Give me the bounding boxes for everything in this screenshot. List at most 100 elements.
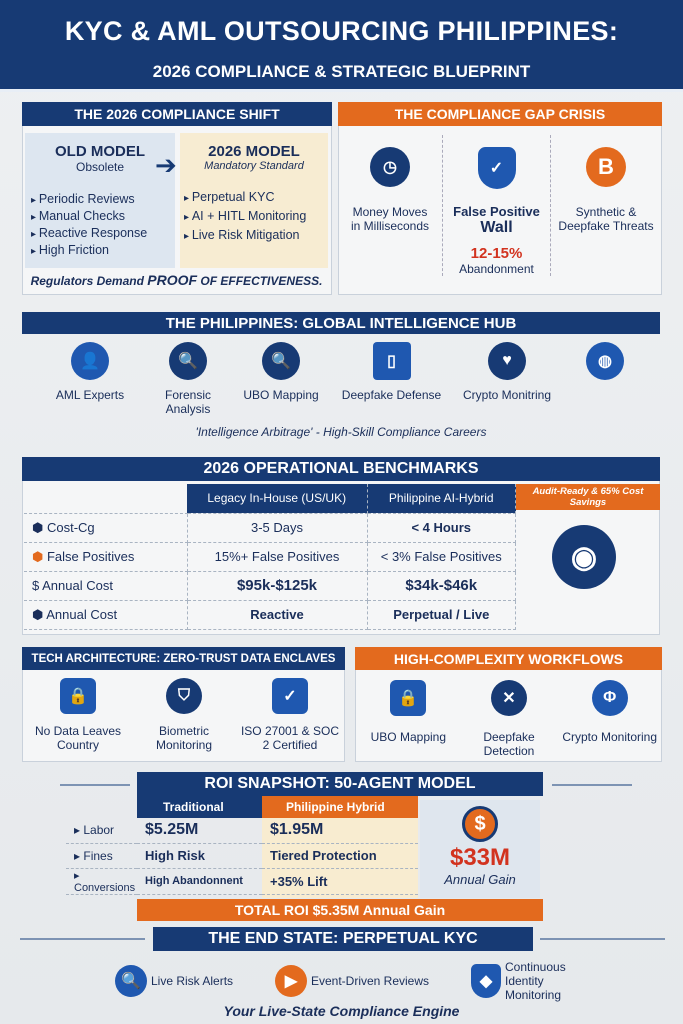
- identity-shield-icon: ◆: [470, 964, 501, 998]
- table-row: ▸ Labor $5.25M $1.95M: [66, 818, 418, 844]
- eye-icon: ◉: [552, 525, 616, 589]
- legacy-value: Reactive: [187, 600, 368, 630]
- new-model-column: 2026 MODEL Mandatory Standard Perpetual …: [180, 133, 328, 268]
- col-header: Legacy In-House (US/UK): [187, 484, 368, 514]
- hub-label: Forensic Analysis: [164, 388, 211, 416]
- workflow-label: Deepfake Detection: [483, 730, 535, 758]
- new-item: Live Risk Mitigation: [184, 228, 328, 242]
- hub-item: ♥ Crypto Monitring: [457, 342, 557, 416]
- col-traditional: Traditional: [137, 796, 262, 818]
- magnifier-icon: 🔍: [262, 342, 300, 380]
- end-label: Live Risk Alerts: [151, 974, 234, 988]
- row-label-text: Cost-Cg: [46, 519, 95, 535]
- tech-items: 🔒 No Data Leaves Country ⛉ Biometric Monit…: [25, 678, 343, 752]
- heart-shield-icon: ♥: [488, 342, 526, 380]
- footer-text: OF EFFECTIVENESS.: [197, 274, 323, 288]
- end-item: 🔍 Live Risk Alerts: [115, 965, 233, 997]
- row-label: ⬢ Cost-Cg: [24, 513, 188, 543]
- person-icon: 👤: [71, 342, 109, 380]
- abandonment-stat: 12-15%: [470, 245, 523, 262]
- workflow-item: 🔒 UBO Mapping: [358, 680, 459, 758]
- hub-items: 👤 AML Experts 🔍 Forensic Analysis 🔍 UBO Map…: [40, 342, 640, 416]
- end-state-title: THE END STATE: PERPETUAL KYC: [153, 927, 533, 951]
- divider: [540, 938, 665, 940]
- ph-value: Tiered Protection: [262, 843, 418, 869]
- old-item: Manual Checks: [31, 209, 175, 223]
- old-model-column: OLD MODEL Obsolete Periodic Reviews Manu…: [25, 133, 175, 268]
- row-label: ⬢ Annual Cost: [24, 600, 188, 630]
- hub-label: Crypto Monitring: [462, 388, 552, 402]
- hub-label: AML Experts: [55, 388, 125, 402]
- header-band: [0, 0, 683, 92]
- old-item: Periodic Reviews: [31, 192, 175, 206]
- trad-value: High Abandonnent: [137, 868, 262, 895]
- roi-title: ROI SNAPSHOT: 50-AGENT MODEL: [137, 772, 543, 796]
- arrow-right-icon: ➔: [155, 150, 177, 180]
- hub-label: UBO Mapping: [243, 388, 319, 402]
- page-title: KYC & AML OUTSOURCING PHILIPPINES:: [64, 16, 619, 46]
- abandonment-label: Abandonment: [459, 262, 534, 276]
- dollar-icon: $: [462, 806, 498, 842]
- hub-item: 🔍 UBO Mapping: [236, 342, 326, 416]
- table-row: ▸ Fines High Risk Tiered Protection: [66, 843, 418, 869]
- workflow-item: ✕ Deepfake Detection: [459, 680, 560, 758]
- row-label-text: Annual Cost: [42, 578, 113, 593]
- ph-value: $34k-$46k: [367, 571, 516, 601]
- footer-emphasis: PROOF: [147, 272, 198, 288]
- clock-icon: ◷: [370, 147, 410, 187]
- gain-value: $33M: [449, 844, 511, 871]
- roi-label: Labor: [83, 823, 115, 838]
- old-item: Reactive Response: [31, 226, 175, 240]
- hub-item: 🔍 Forensic Analysis: [153, 342, 223, 416]
- end-tagline: Your Live-State Compliance Engine: [223, 1003, 460, 1019]
- shift-footer: Regulators Demand PROOF OF EFFECTIVENESS…: [25, 272, 328, 288]
- footer-text: Regulators Demand: [30, 274, 148, 288]
- magnifier-icon: 🔍: [169, 342, 207, 380]
- row-label: ⬢ False Positives: [24, 542, 188, 572]
- tech-item: 🔒 No Data Leaves Country: [25, 678, 131, 752]
- ph-value: < 4 Hours: [367, 513, 516, 543]
- new-item: Perpetual KYC: [184, 190, 328, 204]
- benchmarks-table: Legacy In-House (US/UK) Philippine AI-Hyb…: [24, 484, 516, 630]
- divider: [552, 784, 632, 786]
- old-model-title: OLD MODEL: [55, 143, 145, 160]
- compliance-shift-title: THE 2026 COMPLIANCE SHIFT: [22, 102, 332, 126]
- hub-label: Deepfake Defense: [341, 388, 442, 402]
- hub-tagline: 'Intelligence Arbitrage' - High-Skill Co…: [195, 425, 487, 439]
- table-row: ⬢ Annual Cost Reactive Perpetual / Live: [24, 600, 516, 630]
- gap-label: in Milliseconds: [350, 219, 430, 233]
- new-model-sub: Mandatory Standard: [204, 160, 304, 172]
- shield-check-icon: ✓: [477, 147, 516, 189]
- total-roi-bar: TOTAL ROI $5.35M Annual Gain: [137, 899, 543, 921]
- table-row: ⬢ Cost-Cg 3-5 Days < 4 Hours: [24, 513, 516, 543]
- end-label: Event-Driven Reviews: [310, 974, 430, 988]
- gain-label: Annual Gain: [444, 872, 516, 887]
- deepfake-icon: ✕: [491, 680, 527, 716]
- gap-crisis-panel: [338, 102, 662, 295]
- workflow-items: 🔒 UBO Mapping ✕ Deepfake Detection Φ Crypto…: [358, 680, 660, 758]
- new-model-title: 2026 MODEL: [208, 143, 300, 160]
- gap-label: Synthetic &: [575, 205, 637, 219]
- roi-label: Conversions: [74, 881, 136, 894]
- hub-item: ◍: [570, 342, 640, 416]
- gap-item: B Synthetic & Deepfake Threats: [551, 135, 661, 276]
- col-header: Philippine AI-Hybrid: [367, 484, 516, 514]
- legacy-value: $95k-$125k: [187, 571, 368, 601]
- col-hybrid: Philippine Hybrid: [262, 796, 418, 818]
- shield-icon: ⛉: [166, 678, 202, 714]
- table-row: $ Annual Cost $95k-$125k $34k-$46k: [24, 571, 516, 601]
- gap-label: Deepfake Threats: [558, 219, 654, 233]
- tech-label: No Data Leaves Country: [34, 724, 122, 752]
- tech-item: ✓ ISO 27001 & SOC 2 Certified: [237, 678, 343, 752]
- hub-title: THE PHILIPPINES: GLOBAL INTELLIGENCE HUB: [22, 312, 660, 334]
- legacy-value: 15%+ False Positives: [187, 542, 368, 572]
- hub-item: ▯ Deepfake Defense: [339, 342, 444, 416]
- workflow-label: Crypto Monitoring: [562, 730, 658, 744]
- end-items: 🔍 Live Risk Alerts ▶ Event-Driven Reviews …: [115, 960, 595, 1002]
- lock-shield-icon: 🔒: [60, 678, 96, 714]
- gap-item: ◷ Money Moves in Milliseconds: [338, 135, 443, 276]
- tech-label: ISO 27001 & SOC 2 Certified: [240, 724, 340, 752]
- workflow-item: Φ Crypto Monitoring: [559, 680, 660, 758]
- legacy-value: 3-5 Days: [187, 513, 368, 543]
- alert-magnifier-icon: 🔍: [115, 965, 147, 997]
